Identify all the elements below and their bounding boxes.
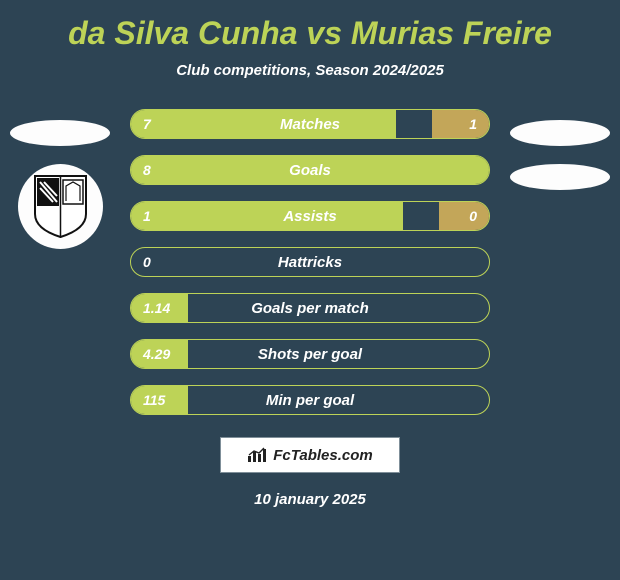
stat-row: 7Matches1	[130, 109, 490, 139]
stat-row: 4.29Shots per goal	[130, 339, 490, 369]
stat-row: 1Assists0	[130, 201, 490, 231]
stat-value-left: 8	[143, 162, 203, 178]
club-logo-ellipse-1	[10, 120, 110, 146]
stat-value-right: 1	[417, 116, 477, 132]
stat-row: 8Goals	[130, 155, 490, 185]
stat-row: 1.14Goals per match	[130, 293, 490, 323]
stats-list: 7Matches18Goals1Assists00Hattricks1.14Go…	[130, 109, 490, 415]
stat-value-left: 115	[143, 392, 203, 408]
stat-value-left: 7	[143, 116, 203, 132]
comparison-card: da Silva Cunha vs Murias Freire Club com…	[0, 0, 620, 580]
stat-label: Goals per match	[203, 300, 417, 317]
page-title: da Silva Cunha vs Murias Freire	[0, 15, 620, 52]
date-text: 10 january 2025	[0, 491, 620, 508]
stat-label: Goals	[203, 162, 417, 179]
chart-icon	[247, 447, 267, 463]
stat-row: 0Hattricks	[130, 247, 490, 277]
stat-value-right: 0	[417, 208, 477, 224]
stat-value-left: 0	[143, 254, 203, 270]
stat-label: Min per goal	[203, 392, 417, 409]
shield-icon	[33, 174, 88, 239]
stat-label: Assists	[203, 208, 417, 225]
watermark: FcTables.com	[220, 437, 400, 473]
stat-label: Hattricks	[203, 254, 417, 271]
stat-value-left: 4.29	[143, 346, 203, 362]
watermark-text: FcTables.com	[273, 447, 372, 464]
stat-row: 115Min per goal	[130, 385, 490, 415]
club-logo-ellipse-3	[510, 164, 610, 190]
club-logo-circle-1	[18, 164, 103, 249]
club-logo-ellipse-2	[510, 120, 610, 146]
subtitle: Club competitions, Season 2024/2025	[0, 62, 620, 79]
stat-label: Matches	[203, 116, 417, 133]
stat-label: Shots per goal	[203, 346, 417, 363]
stat-value-left: 1	[143, 208, 203, 224]
player2-logos	[510, 120, 610, 190]
stat-value-left: 1.14	[143, 300, 203, 316]
player1-logos	[10, 120, 110, 249]
